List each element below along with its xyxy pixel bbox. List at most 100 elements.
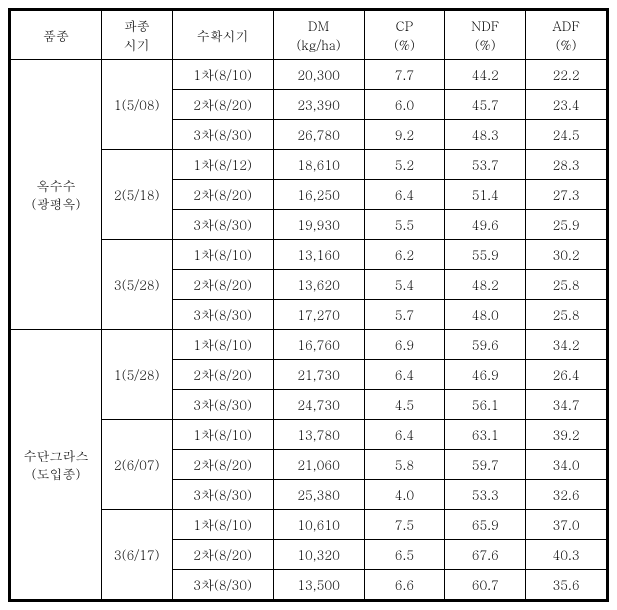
- dm-cell: 10,320: [273, 540, 364, 570]
- dm-cell: 18,610: [273, 150, 364, 180]
- adf-cell: 23.4: [526, 90, 607, 120]
- harvest-cell: 2차(8/20): [172, 450, 273, 480]
- cp-cell: 4.5: [364, 390, 445, 420]
- adf-cell: 39.2: [526, 420, 607, 450]
- cp-cell: 5.2: [364, 150, 445, 180]
- cp-cell: 6.4: [364, 360, 445, 390]
- cp-cell: 7.7: [364, 60, 445, 90]
- dm-cell: 13,620: [273, 270, 364, 300]
- adf-cell: 34.7: [526, 390, 607, 420]
- seeding-cell: 3(5/28): [101, 240, 172, 330]
- table-row: 옥수수(광평옥)1(5/08)1차(8/10)20,3007.744.222.2: [11, 60, 607, 90]
- cp-cell: 6.6: [364, 570, 445, 600]
- dm-cell: 26,780: [273, 120, 364, 150]
- ndf-cell: 65.9: [445, 510, 526, 540]
- harvest-cell: 2차(8/20): [172, 360, 273, 390]
- cp-cell: 9.2: [364, 120, 445, 150]
- harvest-cell: 1차(8/12): [172, 150, 273, 180]
- ndf-cell: 63.1: [445, 420, 526, 450]
- header-cp: CP(%): [364, 11, 445, 60]
- dm-cell: 25,380: [273, 480, 364, 510]
- ndf-cell: 48.0: [445, 300, 526, 330]
- adf-cell: 28.3: [526, 150, 607, 180]
- ndf-cell: 59.7: [445, 450, 526, 480]
- cp-cell: 6.5: [364, 540, 445, 570]
- cp-cell: 6.2: [364, 240, 445, 270]
- cp-cell: 5.8: [364, 450, 445, 480]
- harvest-cell: 3차(8/30): [172, 300, 273, 330]
- dm-cell: 21,730: [273, 360, 364, 390]
- ndf-cell: 53.7: [445, 150, 526, 180]
- adf-cell: 30.2: [526, 240, 607, 270]
- cp-cell: 7.5: [364, 510, 445, 540]
- dm-cell: 21,060: [273, 450, 364, 480]
- cp-cell: 5.4: [364, 270, 445, 300]
- dm-cell: 16,250: [273, 180, 364, 210]
- harvest-cell: 1차(8/10): [172, 510, 273, 540]
- adf-cell: 22.2: [526, 60, 607, 90]
- harvest-cell: 2차(8/20): [172, 180, 273, 210]
- data-table-wrapper: 품종 파종시기 수확시기 DM(kg/ha) CP(%) NDF(%) ADF(…: [8, 8, 609, 602]
- ndf-cell: 60.7: [445, 570, 526, 600]
- adf-cell: 25.9: [526, 210, 607, 240]
- ndf-cell: 45.7: [445, 90, 526, 120]
- harvest-cell: 3차(8/30): [172, 390, 273, 420]
- seeding-cell: 3(6/17): [101, 510, 172, 600]
- header-ndf: NDF(%): [445, 11, 526, 60]
- dm-cell: 23,390: [273, 90, 364, 120]
- adf-cell: 25.8: [526, 270, 607, 300]
- adf-cell: 25.8: [526, 300, 607, 330]
- header-harvest: 수확시기: [172, 11, 273, 60]
- harvest-cell: 2차(8/20): [172, 90, 273, 120]
- table-body: 옥수수(광평옥)1(5/08)1차(8/10)20,3007.744.222.2…: [11, 60, 607, 600]
- adf-cell: 34.2: [526, 330, 607, 360]
- cp-cell: 5.5: [364, 210, 445, 240]
- harvest-cell: 3차(8/30): [172, 480, 273, 510]
- dm-cell: 17,270: [273, 300, 364, 330]
- harvest-cell: 3차(8/30): [172, 120, 273, 150]
- ndf-cell: 51.4: [445, 180, 526, 210]
- seeding-cell: 1(5/28): [101, 330, 172, 420]
- adf-cell: 37.0: [526, 510, 607, 540]
- seeding-cell: 2(6/07): [101, 420, 172, 510]
- header-dm: DM(kg/ha): [273, 11, 364, 60]
- harvest-cell: 1차(8/10): [172, 330, 273, 360]
- adf-cell: 35.6: [526, 570, 607, 600]
- ndf-cell: 67.6: [445, 540, 526, 570]
- dm-cell: 13,780: [273, 420, 364, 450]
- header-adf: ADF(%): [526, 11, 607, 60]
- table-row: 수단그라스(도입종)1(5/28)1차(8/10)16,7606.959.634…: [11, 330, 607, 360]
- ndf-cell: 59.6: [445, 330, 526, 360]
- adf-cell: 40.3: [526, 540, 607, 570]
- cp-cell: 6.4: [364, 180, 445, 210]
- variety-cell: 수단그라스(도입종): [11, 330, 102, 600]
- adf-cell: 27.3: [526, 180, 607, 210]
- ndf-cell: 53.3: [445, 480, 526, 510]
- adf-cell: 32.6: [526, 480, 607, 510]
- dm-cell: 20,300: [273, 60, 364, 90]
- dm-cell: 13,160: [273, 240, 364, 270]
- cp-cell: 4.0: [364, 480, 445, 510]
- harvest-cell: 2차(8/20): [172, 540, 273, 570]
- header-row: 품종 파종시기 수확시기 DM(kg/ha) CP(%) NDF(%) ADF(…: [11, 11, 607, 60]
- dm-cell: 24,730: [273, 390, 364, 420]
- adf-cell: 34.0: [526, 450, 607, 480]
- seeding-cell: 1(5/08): [101, 60, 172, 150]
- seeding-cell: 2(5/18): [101, 150, 172, 240]
- harvest-cell: 1차(8/10): [172, 240, 273, 270]
- ndf-cell: 46.9: [445, 360, 526, 390]
- cp-cell: 6.4: [364, 420, 445, 450]
- dm-cell: 13,500: [273, 570, 364, 600]
- harvest-cell: 3차(8/30): [172, 570, 273, 600]
- header-variety: 품종: [11, 11, 102, 60]
- ndf-cell: 56.1: [445, 390, 526, 420]
- harvest-cell: 2차(8/20): [172, 270, 273, 300]
- adf-cell: 26.4: [526, 360, 607, 390]
- harvest-cell: 1차(8/10): [172, 60, 273, 90]
- harvest-cell: 1차(8/10): [172, 420, 273, 450]
- harvest-cell: 3차(8/30): [172, 210, 273, 240]
- ndf-cell: 49.6: [445, 210, 526, 240]
- adf-cell: 24.5: [526, 120, 607, 150]
- cp-cell: 6.9: [364, 330, 445, 360]
- header-seeding: 파종시기: [101, 11, 172, 60]
